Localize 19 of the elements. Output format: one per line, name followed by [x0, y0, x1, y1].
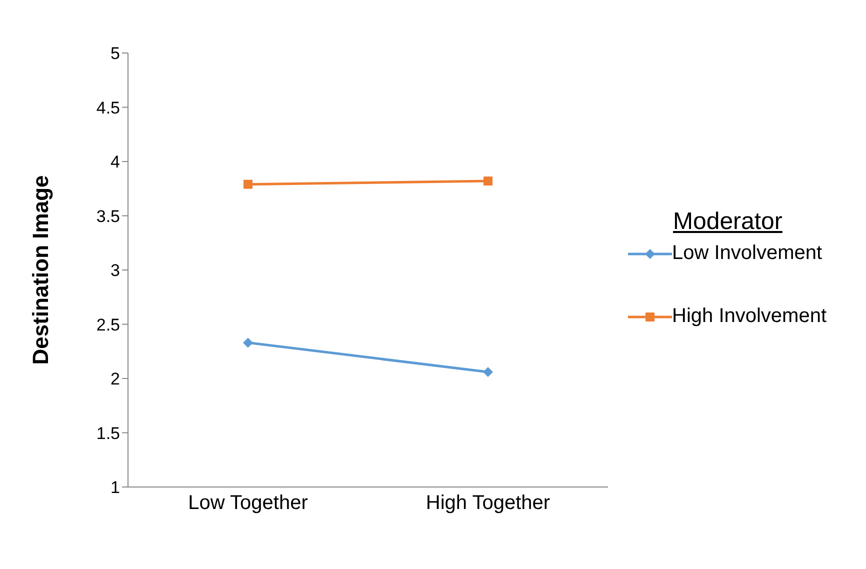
y-axis-title: Destination Image: [28, 175, 53, 365]
y-tick-label: 4.5: [96, 98, 120, 118]
y-tick-label: 3.5: [96, 206, 120, 226]
legend-label: Low Involvement: [672, 242, 822, 265]
y-tick-label: 2.5: [96, 315, 120, 334]
point: [484, 176, 492, 186]
y-tick-label: 5: [110, 44, 120, 64]
x-tick-label: High Together: [426, 492, 550, 514]
y-tick-label: 4: [110, 152, 120, 172]
legend-label: High Involvement: [672, 305, 827, 328]
y-tick-label: 3: [110, 261, 120, 280]
y-tick-label: 1.5: [96, 424, 120, 443]
y-tick-label: 1: [110, 478, 120, 498]
point: [244, 180, 252, 189]
point: [483, 366, 493, 377]
point: [243, 338, 253, 348]
y-tick-label: 2: [110, 370, 120, 389]
legend-title: Moderator: [673, 208, 784, 236]
x-tick-label: Low Together: [188, 492, 308, 514]
